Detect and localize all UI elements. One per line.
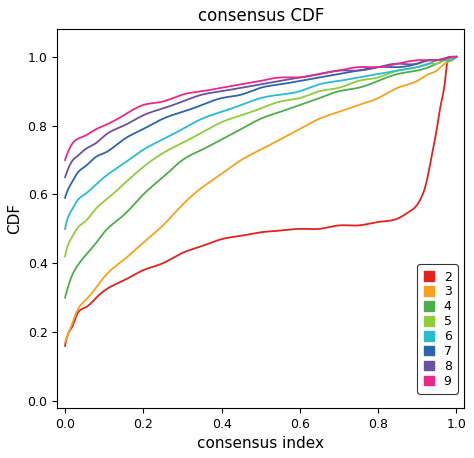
2 bbox=[291, 226, 296, 232]
8 bbox=[250, 83, 256, 88]
Title: consensus CDF: consensus CDF bbox=[198, 7, 324, 25]
4 bbox=[250, 120, 256, 125]
Line: 2: 2 bbox=[65, 57, 448, 346]
5 bbox=[450, 54, 456, 60]
4 bbox=[248, 121, 254, 126]
2 bbox=[376, 219, 382, 224]
7 bbox=[250, 87, 256, 93]
3 bbox=[274, 138, 280, 144]
6 bbox=[248, 98, 254, 104]
9 bbox=[250, 80, 256, 85]
Line: 9: 9 bbox=[65, 57, 456, 160]
6 bbox=[383, 70, 389, 76]
Line: 5: 5 bbox=[65, 57, 456, 256]
2 bbox=[437, 110, 442, 116]
7 bbox=[248, 88, 254, 94]
Y-axis label: CDF: CDF bbox=[7, 203, 22, 234]
5 bbox=[62, 254, 68, 259]
3 bbox=[383, 91, 389, 97]
Legend: 2, 3, 4, 5, 6, 7, 8, 9: 2, 3, 4, 5, 6, 7, 8, 9 bbox=[418, 264, 458, 394]
4 bbox=[454, 54, 459, 60]
5 bbox=[274, 100, 280, 105]
8 bbox=[449, 54, 455, 60]
2 bbox=[446, 54, 451, 60]
5 bbox=[444, 56, 450, 62]
3 bbox=[444, 60, 450, 65]
3 bbox=[248, 152, 254, 158]
X-axis label: consensus index: consensus index bbox=[197, 436, 324, 451]
5 bbox=[383, 72, 389, 77]
4 bbox=[383, 75, 389, 81]
9 bbox=[383, 64, 389, 69]
5 bbox=[454, 54, 459, 60]
4 bbox=[295, 103, 301, 109]
9 bbox=[248, 80, 254, 86]
7 bbox=[295, 78, 301, 84]
9 bbox=[274, 75, 280, 81]
4 bbox=[62, 295, 68, 300]
Line: 4: 4 bbox=[65, 57, 456, 298]
5 bbox=[248, 109, 254, 115]
7 bbox=[62, 195, 68, 201]
9 bbox=[444, 55, 450, 60]
2 bbox=[246, 231, 252, 237]
8 bbox=[444, 55, 450, 60]
6 bbox=[274, 93, 280, 98]
6 bbox=[62, 226, 68, 232]
7 bbox=[274, 82, 280, 87]
9 bbox=[295, 75, 301, 80]
8 bbox=[274, 79, 280, 84]
6 bbox=[250, 98, 256, 103]
Line: 7: 7 bbox=[65, 57, 456, 198]
Line: 3: 3 bbox=[65, 57, 456, 343]
8 bbox=[295, 75, 301, 81]
4 bbox=[274, 110, 280, 116]
3 bbox=[454, 54, 459, 60]
8 bbox=[454, 54, 459, 60]
6 bbox=[295, 89, 301, 94]
Line: 8: 8 bbox=[65, 57, 456, 177]
3 bbox=[295, 127, 301, 133]
4 bbox=[444, 57, 450, 62]
2 bbox=[62, 343, 68, 349]
9 bbox=[454, 54, 459, 60]
6 bbox=[444, 58, 450, 63]
6 bbox=[454, 54, 459, 60]
8 bbox=[383, 63, 389, 68]
8 bbox=[62, 174, 68, 180]
Line: 6: 6 bbox=[65, 57, 456, 229]
3 bbox=[250, 151, 256, 156]
5 bbox=[250, 109, 256, 114]
2 bbox=[244, 232, 250, 237]
2 bbox=[270, 229, 275, 234]
7 bbox=[383, 64, 389, 70]
3 bbox=[62, 340, 68, 345]
7 bbox=[454, 54, 459, 60]
7 bbox=[449, 54, 455, 60]
5 bbox=[295, 96, 301, 101]
9 bbox=[62, 157, 68, 163]
9 bbox=[450, 54, 456, 60]
8 bbox=[248, 83, 254, 89]
7 bbox=[444, 55, 450, 60]
